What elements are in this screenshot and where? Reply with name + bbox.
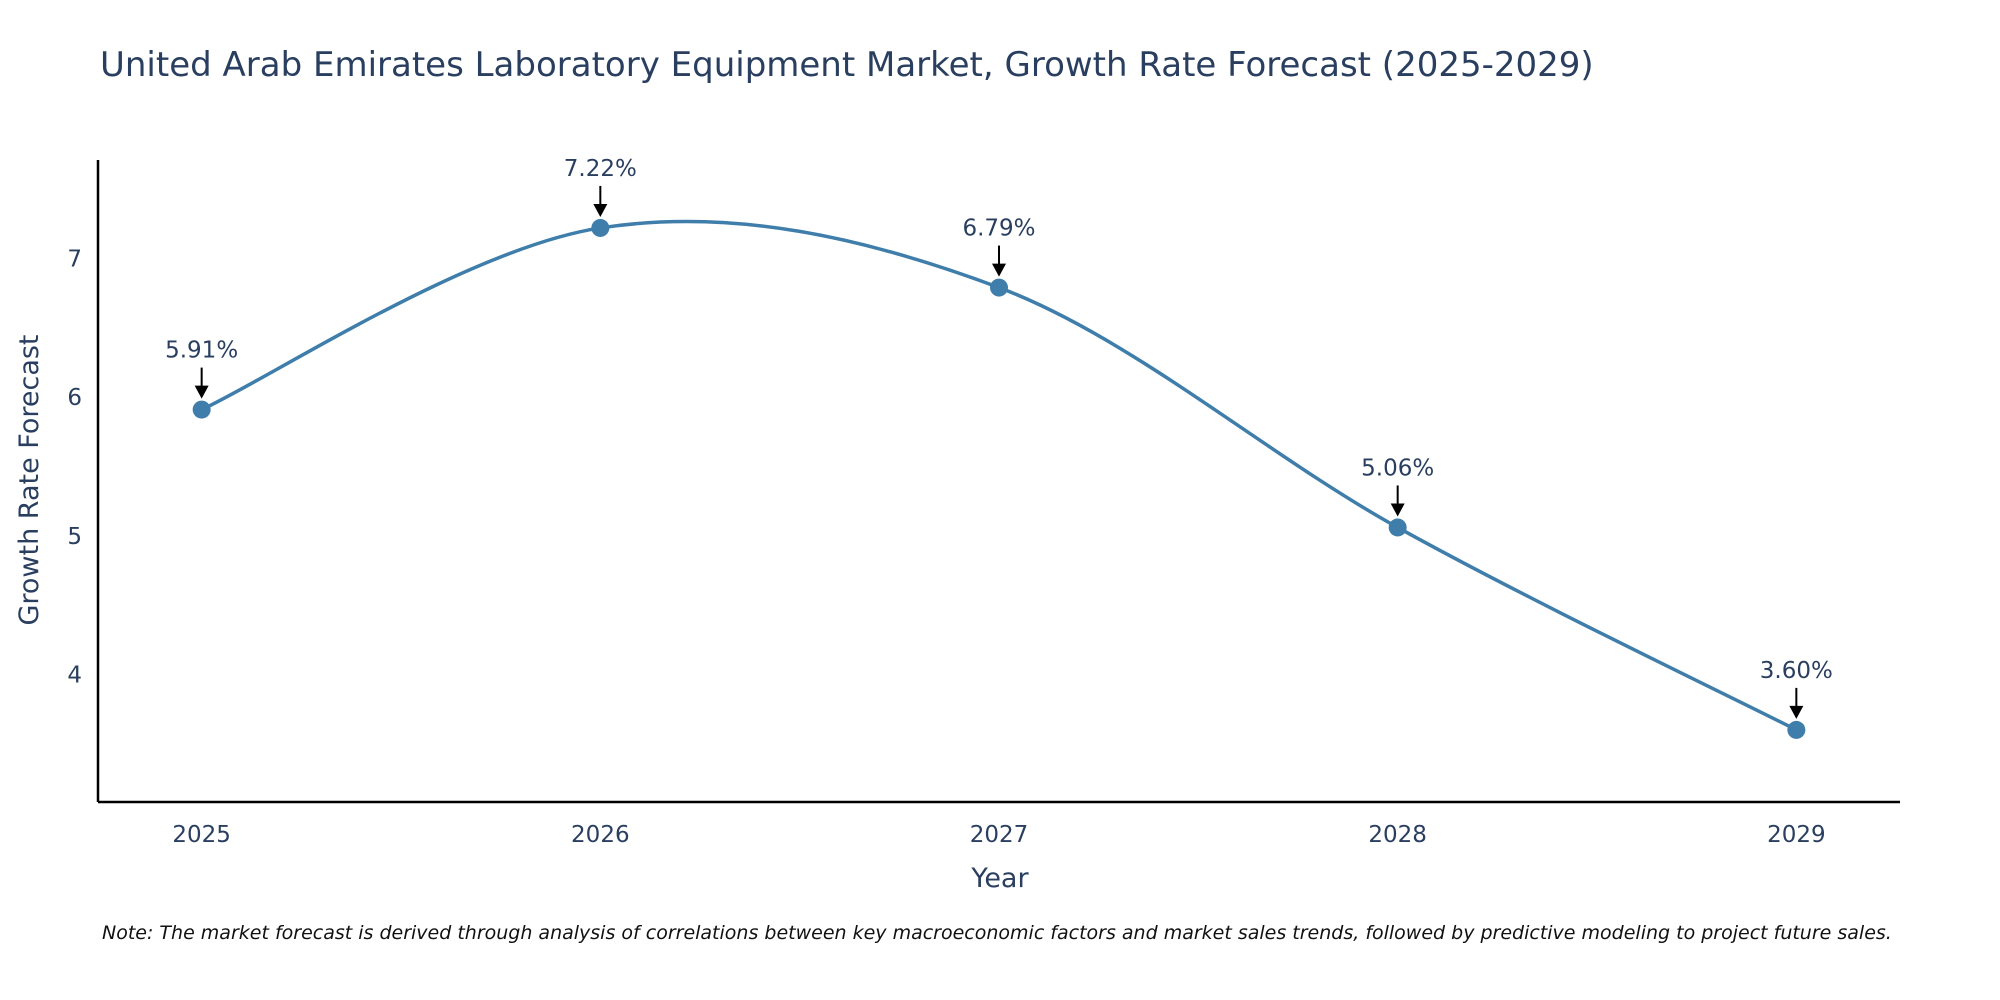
data-point[interactable] xyxy=(1787,720,1806,739)
annotation-arrowhead xyxy=(194,385,209,399)
x-tick-label: 2027 xyxy=(970,822,1029,848)
annotation-arrowhead xyxy=(992,263,1006,277)
annotation-arrowhead xyxy=(593,203,608,217)
x-tick-label: 2025 xyxy=(172,822,231,848)
y-tick-label: 7 xyxy=(67,246,82,272)
annotation-arrowhead xyxy=(1390,503,1405,517)
y-tick-label: 6 xyxy=(67,385,82,411)
data-label: 7.22% xyxy=(564,156,637,182)
annotation-arrowhead xyxy=(1789,705,1804,719)
chart-title: United Arab Emirates Laboratory Equipmen… xyxy=(100,45,1594,85)
data-point[interactable] xyxy=(192,400,211,419)
data-label: 6.79% xyxy=(962,216,1035,242)
x-tick-label: 2026 xyxy=(571,822,630,848)
y-axis-title: Growth Rate Forecast xyxy=(14,334,45,625)
series-line xyxy=(200,219,1798,732)
y-tick-label: 4 xyxy=(67,662,82,688)
data-label: 3.60% xyxy=(1760,658,1833,684)
data-label: 5.06% xyxy=(1361,455,1434,481)
data-point[interactable] xyxy=(990,278,1008,297)
footnote: Note: The market forecast is derived thr… xyxy=(102,922,1892,944)
data-point[interactable] xyxy=(1388,518,1407,537)
data-point[interactable] xyxy=(591,218,610,237)
x-tick-label: 2028 xyxy=(1368,822,1427,848)
x-axis-title: Year xyxy=(970,863,1029,894)
y-tick-label: 5 xyxy=(67,524,82,550)
data-label: 5.91% xyxy=(165,338,238,364)
x-tick-label: 2029 xyxy=(1767,822,1826,848)
